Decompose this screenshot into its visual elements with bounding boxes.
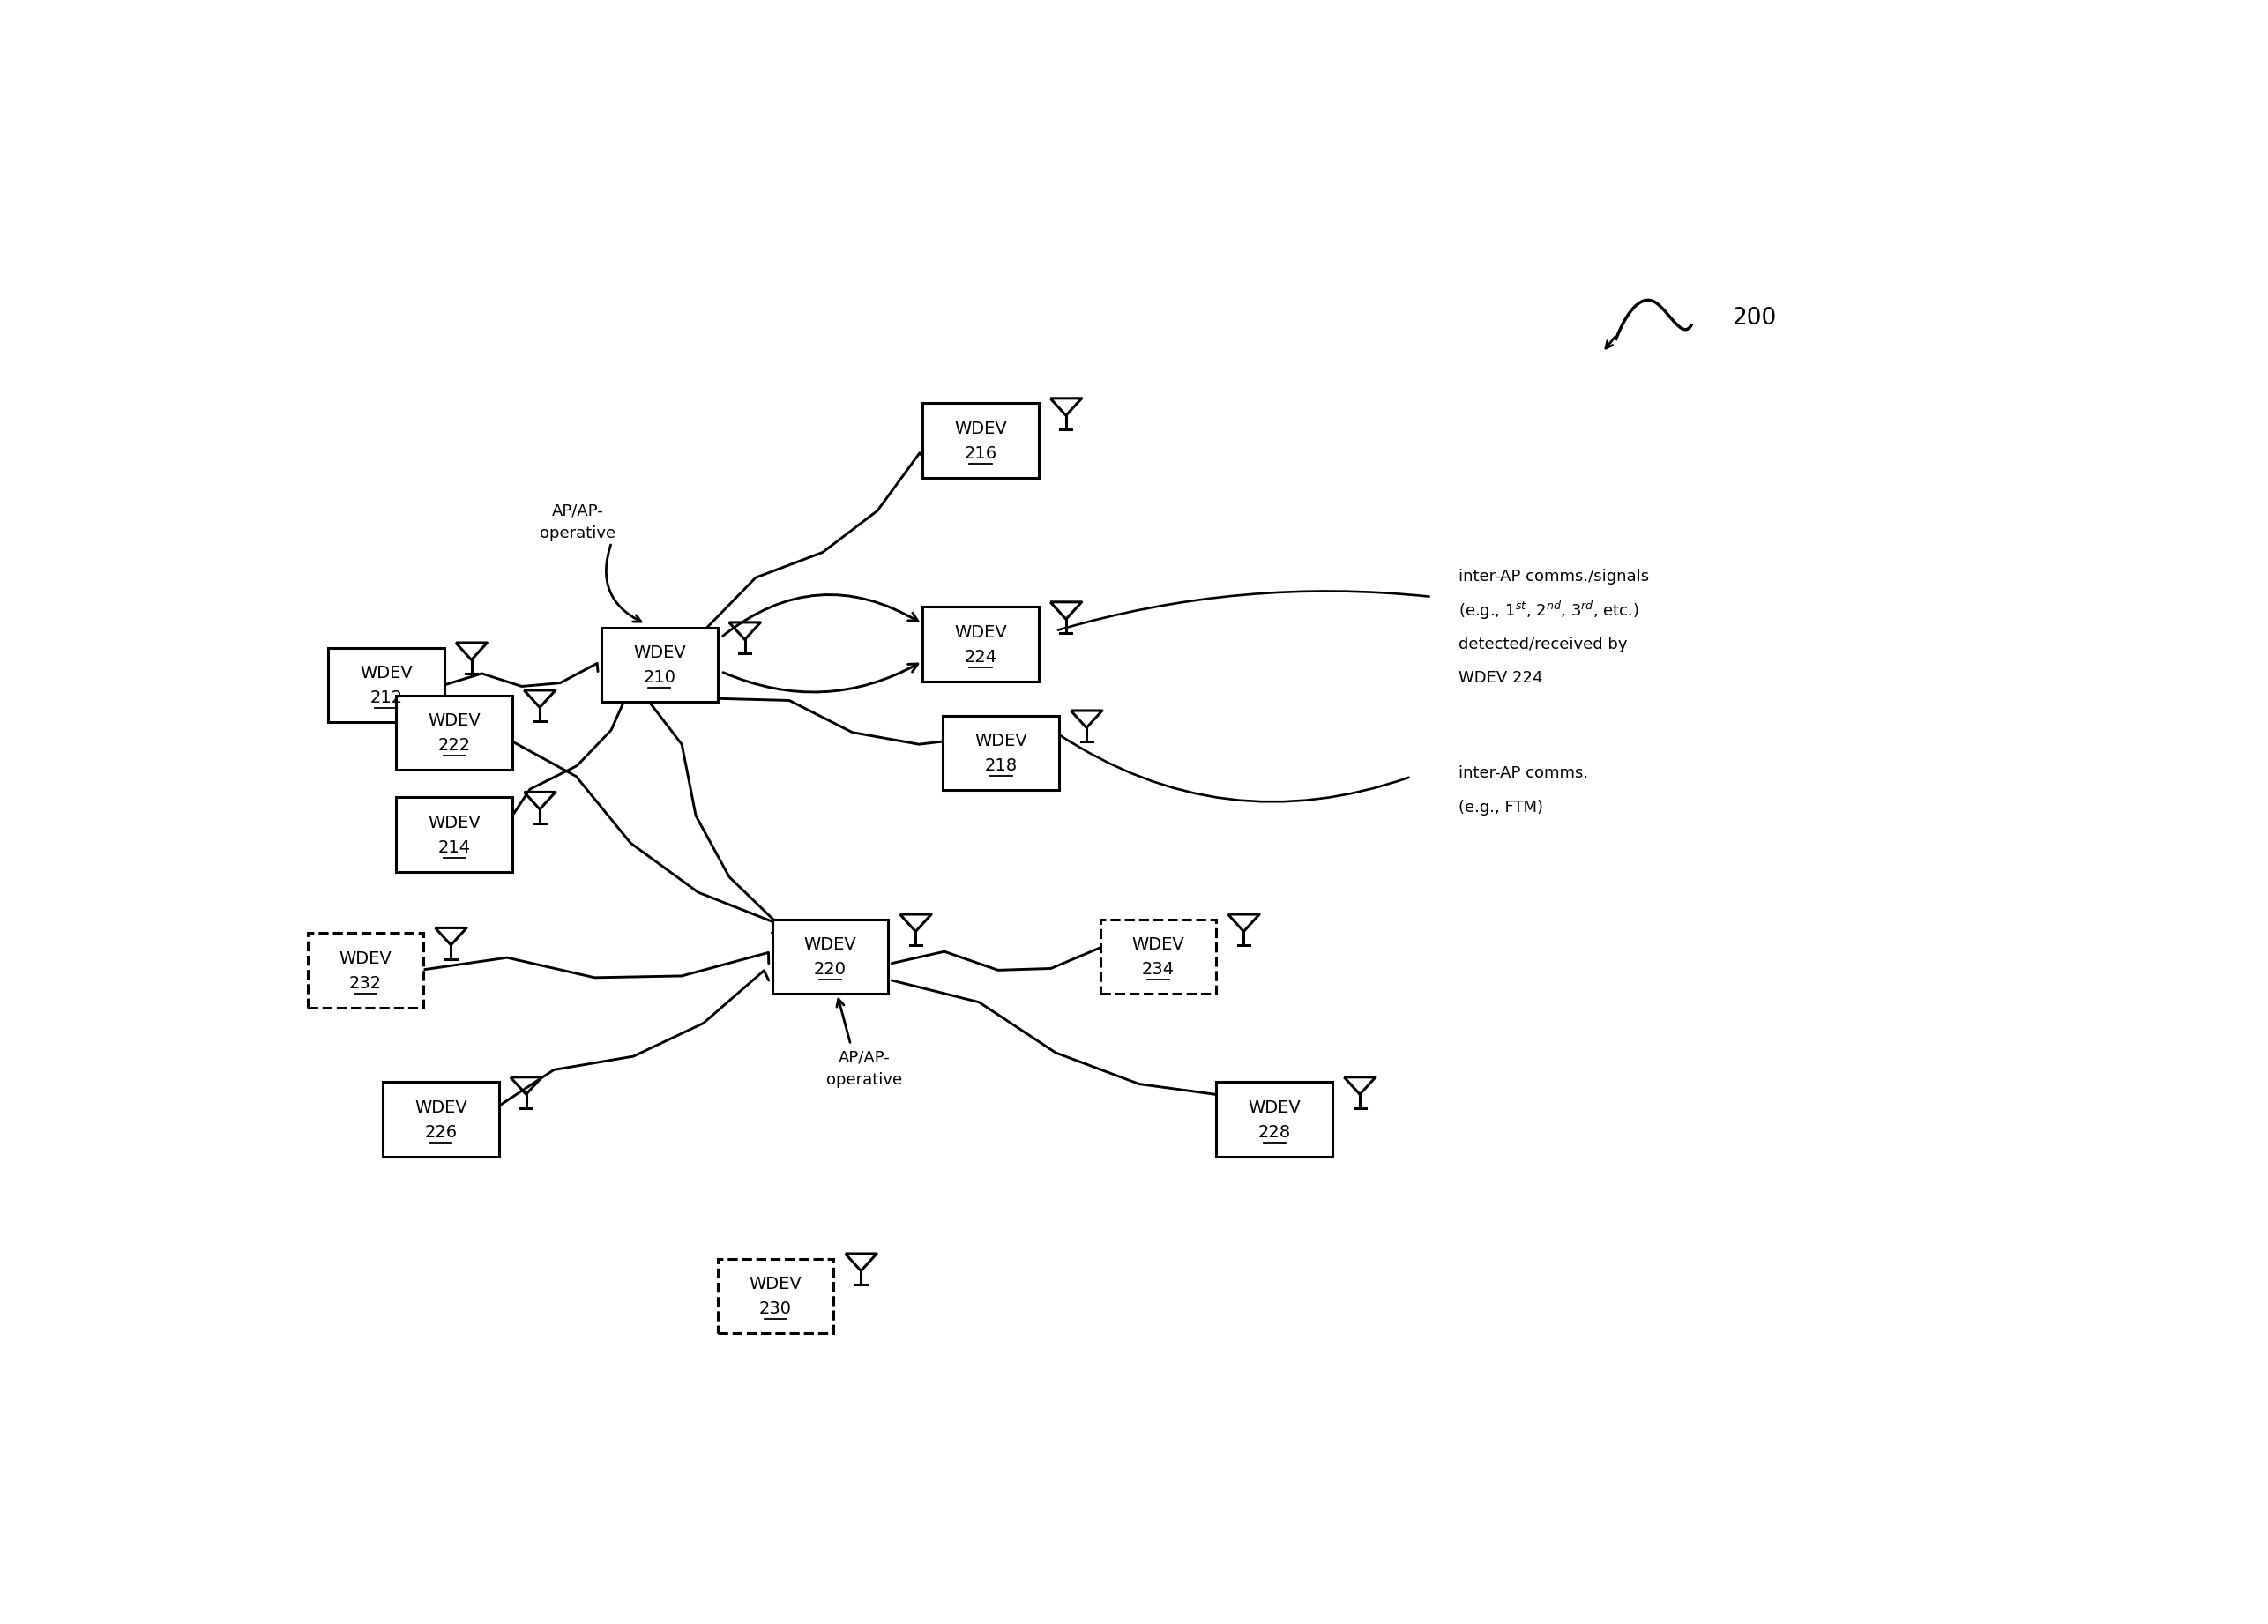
Text: inter-AP comms./signals: inter-AP comms./signals [1458,568,1649,585]
Text: WDEV: WDEV [955,421,1007,437]
Text: 200: 200 [1733,307,1776,330]
Text: WDEV: WDEV [955,624,1007,641]
Bar [1100,919,1216,994]
Bar [308,932,424,1007]
Text: WDEV: WDEV [748,1276,803,1293]
Text: 214: 214 [438,840,472,856]
Text: 210: 210 [644,669,676,685]
Text: (e.g., FTM): (e.g., FTM) [1458,799,1545,815]
FancyArrowPatch shape [837,999,850,1043]
Bar [717,1259,835,1333]
Text: WDEV: WDEV [1132,937,1184,953]
Text: 212: 212 [370,690,401,706]
Text: WDEV: WDEV [429,713,481,729]
Text: 216: 216 [964,445,998,461]
Text: 224: 224 [964,650,998,666]
Text: 234: 234 [1141,961,1175,978]
Bar [923,403,1039,477]
FancyArrowPatch shape [1057,734,1408,802]
Text: WDEV 224: WDEV 224 [1458,671,1542,687]
Text: 220: 220 [814,961,846,978]
FancyArrowPatch shape [723,594,919,637]
Text: 218: 218 [984,757,1018,775]
Bar [397,797,513,872]
FancyArrowPatch shape [606,544,642,622]
Bar [1216,1082,1334,1156]
Bar [397,695,513,770]
Text: 230: 230 [760,1301,792,1317]
Bar [383,1082,499,1156]
Text: WDEV: WDEV [803,937,857,953]
Text: 232: 232 [349,974,381,991]
Bar [771,919,889,994]
Text: WDEV: WDEV [633,645,685,661]
Text: 222: 222 [438,737,472,754]
Text: WDEV: WDEV [975,732,1027,750]
FancyArrowPatch shape [723,664,919,692]
Text: (e.g., 1$^{st}$, 2$^{nd}$, 3$^{rd}$, etc.): (e.g., 1$^{st}$, 2$^{nd}$, 3$^{rd}$, etc… [1458,599,1640,622]
Bar [923,607,1039,682]
Bar [601,627,717,702]
Text: inter-AP comms.: inter-AP comms. [1458,765,1588,781]
Text: WDEV: WDEV [1247,1099,1302,1116]
FancyArrowPatch shape [1059,591,1429,630]
Text: WDEV: WDEV [415,1099,467,1116]
Text: 228: 228 [1259,1124,1290,1140]
Text: detected/received by: detected/received by [1458,637,1628,653]
Text: WDEV: WDEV [429,815,481,831]
Text: WDEV: WDEV [361,666,413,682]
Text: 226: 226 [424,1124,458,1140]
Bar [943,716,1059,791]
Text: WDEV: WDEV [340,950,392,966]
Bar [329,648,445,723]
Text: AP/AP-
operative: AP/AP- operative [540,503,615,541]
Text: AP/AP-
operative: AP/AP- operative [826,1049,903,1088]
